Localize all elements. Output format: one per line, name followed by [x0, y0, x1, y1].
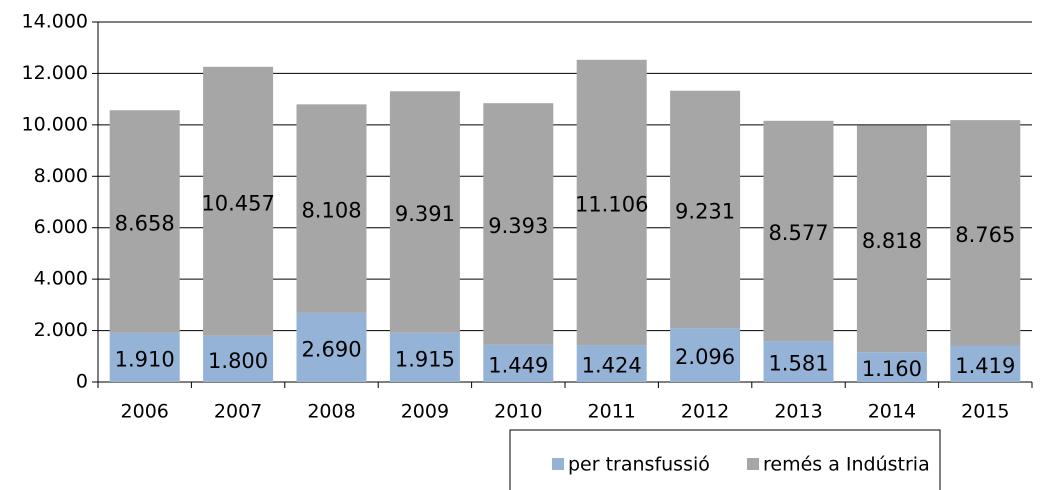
- x-tick-label: 2014: [868, 401, 916, 423]
- data-label: 1.581: [768, 352, 828, 376]
- y-tick-label: 2.000: [34, 319, 88, 341]
- x-tick-label: 2008: [307, 401, 355, 423]
- x-tick-label: 2015: [961, 401, 1009, 423]
- legend-swatch: [747, 458, 759, 470]
- data-label: 1.160: [862, 357, 922, 381]
- data-label: 10.457: [201, 191, 274, 215]
- bar-segment: [483, 103, 554, 345]
- bar-segment: [950, 345, 1021, 382]
- legend-label: per transfussió: [568, 454, 710, 476]
- data-label: 2.690: [301, 337, 361, 361]
- bar-segment: [389, 332, 460, 382]
- x-tick-label: 2009: [401, 401, 449, 423]
- data-label: 8.818: [862, 229, 922, 253]
- bar-segment: [109, 110, 180, 333]
- bar-segment: [483, 344, 554, 382]
- data-label: 2.096: [675, 345, 735, 369]
- bar-segment: [109, 332, 180, 382]
- data-label: 1.449: [488, 353, 548, 377]
- data-label: 9.393: [488, 214, 548, 238]
- data-label: 8.108: [301, 199, 361, 223]
- x-tick-label: 2007: [214, 401, 262, 423]
- bar-segment: [389, 91, 460, 333]
- bar-segment: [856, 125, 927, 353]
- data-label: 8.577: [768, 221, 828, 245]
- data-label: 1.910: [115, 347, 175, 371]
- x-tick-label: 2010: [494, 401, 542, 423]
- data-label: 1.800: [208, 349, 268, 373]
- legend-label: remés a Indústria: [763, 454, 930, 476]
- bar-segment: [576, 59, 647, 346]
- y-tick-label: 0: [76, 371, 88, 393]
- bar-segment: [203, 335, 274, 382]
- data-label: 11.106: [575, 193, 648, 217]
- legend-box: [509, 429, 941, 490]
- data-label: 8.765: [955, 223, 1015, 247]
- y-tick-label: 4.000: [34, 268, 88, 290]
- data-label: 1.419: [955, 354, 1015, 378]
- data-label: 1.915: [395, 347, 455, 371]
- x-tick-label: 2011: [588, 401, 636, 423]
- bar-segment: [763, 341, 834, 382]
- bar-segment: [670, 328, 741, 382]
- y-tick-label: 10.000: [22, 113, 88, 135]
- y-tick-label: 14.000: [22, 11, 88, 33]
- bar-segment: [950, 120, 1021, 346]
- data-label: 8.658: [115, 212, 175, 236]
- bar-segment: [856, 352, 927, 382]
- bar-segment: [296, 104, 367, 313]
- x-tick-label: 2012: [681, 401, 729, 423]
- bar-segment: [763, 120, 834, 342]
- x-tick-label: 2006: [121, 401, 169, 423]
- bar-segment: [576, 345, 647, 382]
- y-tick-label: 12.000: [22, 62, 88, 84]
- data-label: 1.424: [582, 354, 642, 378]
- data-label: 9.231: [675, 199, 735, 223]
- bar-segment: [203, 66, 274, 336]
- x-tick-label: 2013: [774, 401, 822, 423]
- y-tick-label: 6.000: [34, 216, 88, 238]
- bar-segment: [296, 312, 367, 382]
- y-tick-label: 8.000: [34, 165, 88, 187]
- legend-swatch: [552, 458, 564, 470]
- data-label: 9.391: [395, 202, 455, 226]
- bar-segment: [670, 90, 741, 329]
